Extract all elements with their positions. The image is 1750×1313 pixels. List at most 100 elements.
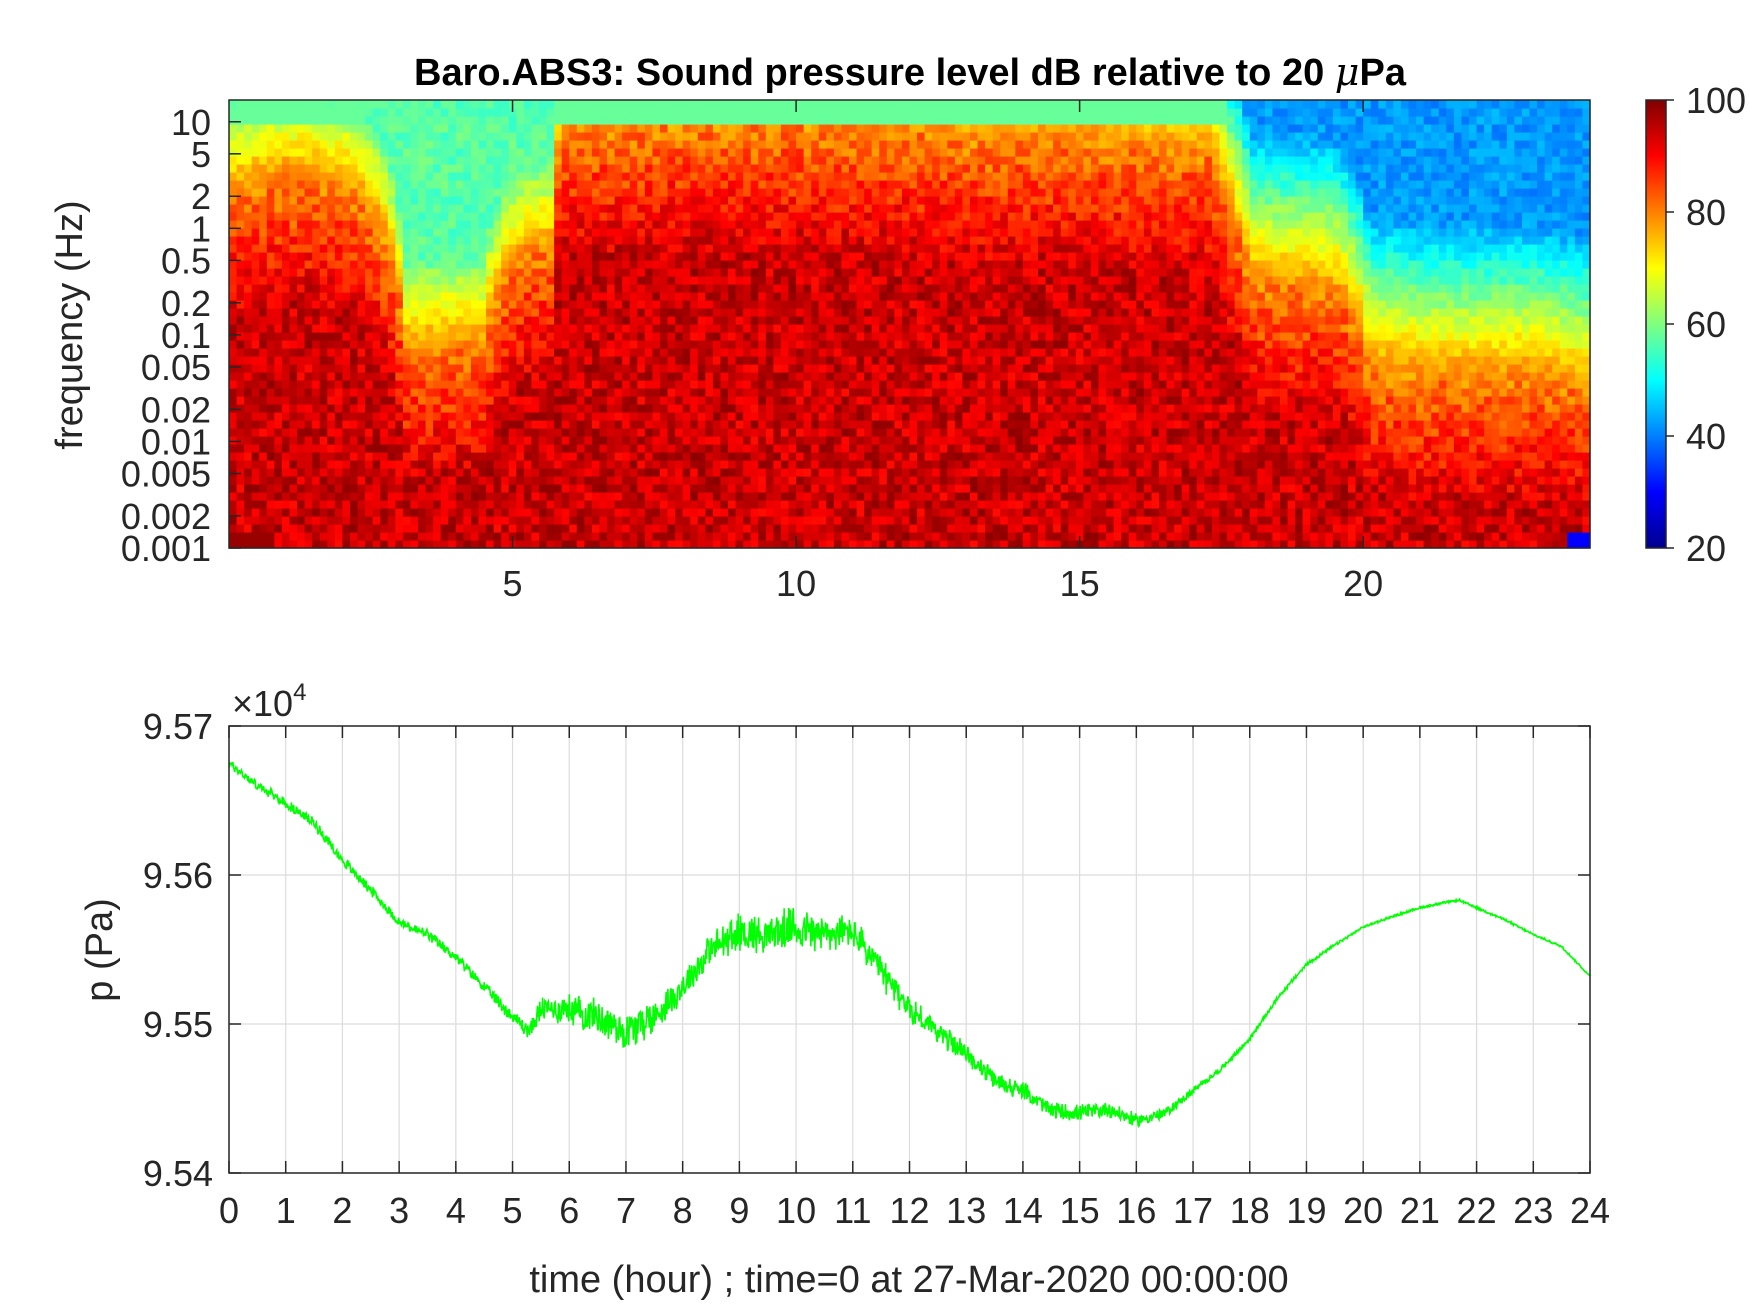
spectrogram-cell	[365, 516, 373, 525]
spectrogram-cell	[781, 364, 789, 373]
spectrogram-cell	[804, 324, 812, 333]
spectrogram-cell	[698, 324, 706, 333]
spectrogram-cell	[562, 276, 570, 285]
spectrogram-cell	[547, 228, 555, 237]
spectrogram-cell	[569, 372, 577, 381]
spectrogram-cell	[441, 236, 449, 245]
spectrogram-cell	[259, 356, 267, 365]
spectrogram-cell	[501, 364, 509, 373]
spectrogram-cell	[826, 508, 834, 517]
spectrogram-cell	[350, 220, 358, 229]
spectrogram-cell	[615, 260, 623, 269]
spectrogram-cell	[539, 420, 547, 429]
spectrogram-cell	[796, 500, 804, 509]
spectrogram-cell	[751, 412, 759, 421]
spectrogram-cell	[592, 324, 600, 333]
spectrogram-cell	[728, 396, 736, 405]
spectrogram-cell	[804, 252, 812, 261]
spectrogram-cell	[289, 132, 297, 141]
spectrogram-cell	[857, 300, 865, 309]
spectrogram-cell	[509, 212, 517, 221]
spectrogram-cell	[637, 324, 645, 333]
spectrogram-cell	[607, 188, 615, 197]
spectrogram-cell	[426, 404, 434, 413]
spectrogram-cell	[418, 476, 426, 485]
spectrogram-cell	[327, 100, 335, 109]
spectrogram-cell	[259, 268, 267, 277]
spectrogram-cell	[531, 388, 539, 397]
spectrogram-cell	[736, 268, 744, 277]
spectrogram-cell	[849, 420, 857, 429]
spectrogram-cell	[463, 356, 471, 365]
spectrogram-cell	[736, 204, 744, 213]
spectrogram-cell	[237, 164, 245, 173]
spectrogram-cell	[229, 220, 237, 229]
spectrogram-cell	[577, 220, 585, 229]
spectrogram-cell	[713, 444, 721, 453]
spectrogram-cell	[335, 492, 343, 501]
spectrogram-cell	[267, 124, 275, 133]
spectrogram-cell	[660, 316, 668, 325]
spectrogram-cell	[267, 364, 275, 373]
spectrogram-cell	[607, 508, 615, 517]
spectrogram-cell	[456, 292, 464, 301]
spectrogram-cell	[857, 380, 865, 389]
spectrogram-cell	[668, 444, 676, 453]
spectrogram-cell	[743, 244, 751, 253]
spectrogram-cell	[350, 188, 358, 197]
spectrogram-cell	[403, 228, 411, 237]
spectrogram-cell	[335, 468, 343, 477]
spectrogram-cell	[539, 204, 547, 213]
spectrogram-cell	[471, 212, 479, 221]
spectrogram-cell	[690, 188, 698, 197]
spectrogram-cell	[237, 484, 245, 493]
spectrogram-cell	[282, 316, 290, 325]
spectrogram-cell	[894, 284, 902, 293]
spectrogram-cell	[305, 300, 313, 309]
spectrogram-cell	[894, 140, 902, 149]
spectrogram-cell	[864, 260, 872, 269]
spectrogram-cell	[305, 500, 313, 509]
spectrogram-cell	[297, 204, 305, 213]
spectrogram-cell	[599, 100, 607, 109]
spectrogram-cell	[584, 420, 592, 429]
spectrogram-cell	[229, 476, 237, 485]
spectrogram-cell	[849, 492, 857, 501]
spectrogram-cell	[547, 484, 555, 493]
spectrogram-cell	[569, 284, 577, 293]
spectrogram-cell	[426, 260, 434, 269]
spectrogram-cell	[660, 420, 668, 429]
spectrogram-cell	[675, 356, 683, 365]
spectrogram-cell	[637, 460, 645, 469]
spectrogram-cell	[751, 460, 759, 469]
spectrogram-cell	[751, 292, 759, 301]
spectrogram-cell	[312, 484, 320, 493]
spectrogram-cell	[599, 108, 607, 117]
spectrogram-cell	[267, 532, 275, 541]
spectrogram-cell	[849, 300, 857, 309]
spectrogram-cell	[577, 524, 585, 533]
spectrogram-cell	[524, 396, 532, 405]
spectrogram-cell	[728, 484, 736, 493]
spectrogram-cell	[403, 412, 411, 421]
spectrogram-cell	[312, 260, 320, 269]
spectrogram-cell	[403, 356, 411, 365]
spectrogram-cell	[456, 388, 464, 397]
spectrogram-cell	[350, 396, 358, 405]
spectrogram-cell	[804, 532, 812, 541]
spectrogram-cell	[584, 492, 592, 501]
spectrogram-cell	[894, 396, 902, 405]
spectrogram-cell	[705, 220, 713, 229]
spectrogram-cell	[305, 484, 313, 493]
spectrogram-cell	[252, 516, 260, 525]
spectrogram-cell	[630, 124, 638, 133]
spectrogram-cell	[259, 348, 267, 357]
spectrogram-cell	[683, 260, 691, 269]
spectrogram-cell	[758, 252, 766, 261]
spectrogram-cell	[274, 156, 282, 165]
spectrogram-cell	[728, 100, 736, 109]
spectrogram-cell	[509, 292, 517, 301]
spectrogram-cell	[494, 180, 502, 189]
spectrogram-cell	[448, 172, 456, 181]
spectrogram-cell	[297, 292, 305, 301]
